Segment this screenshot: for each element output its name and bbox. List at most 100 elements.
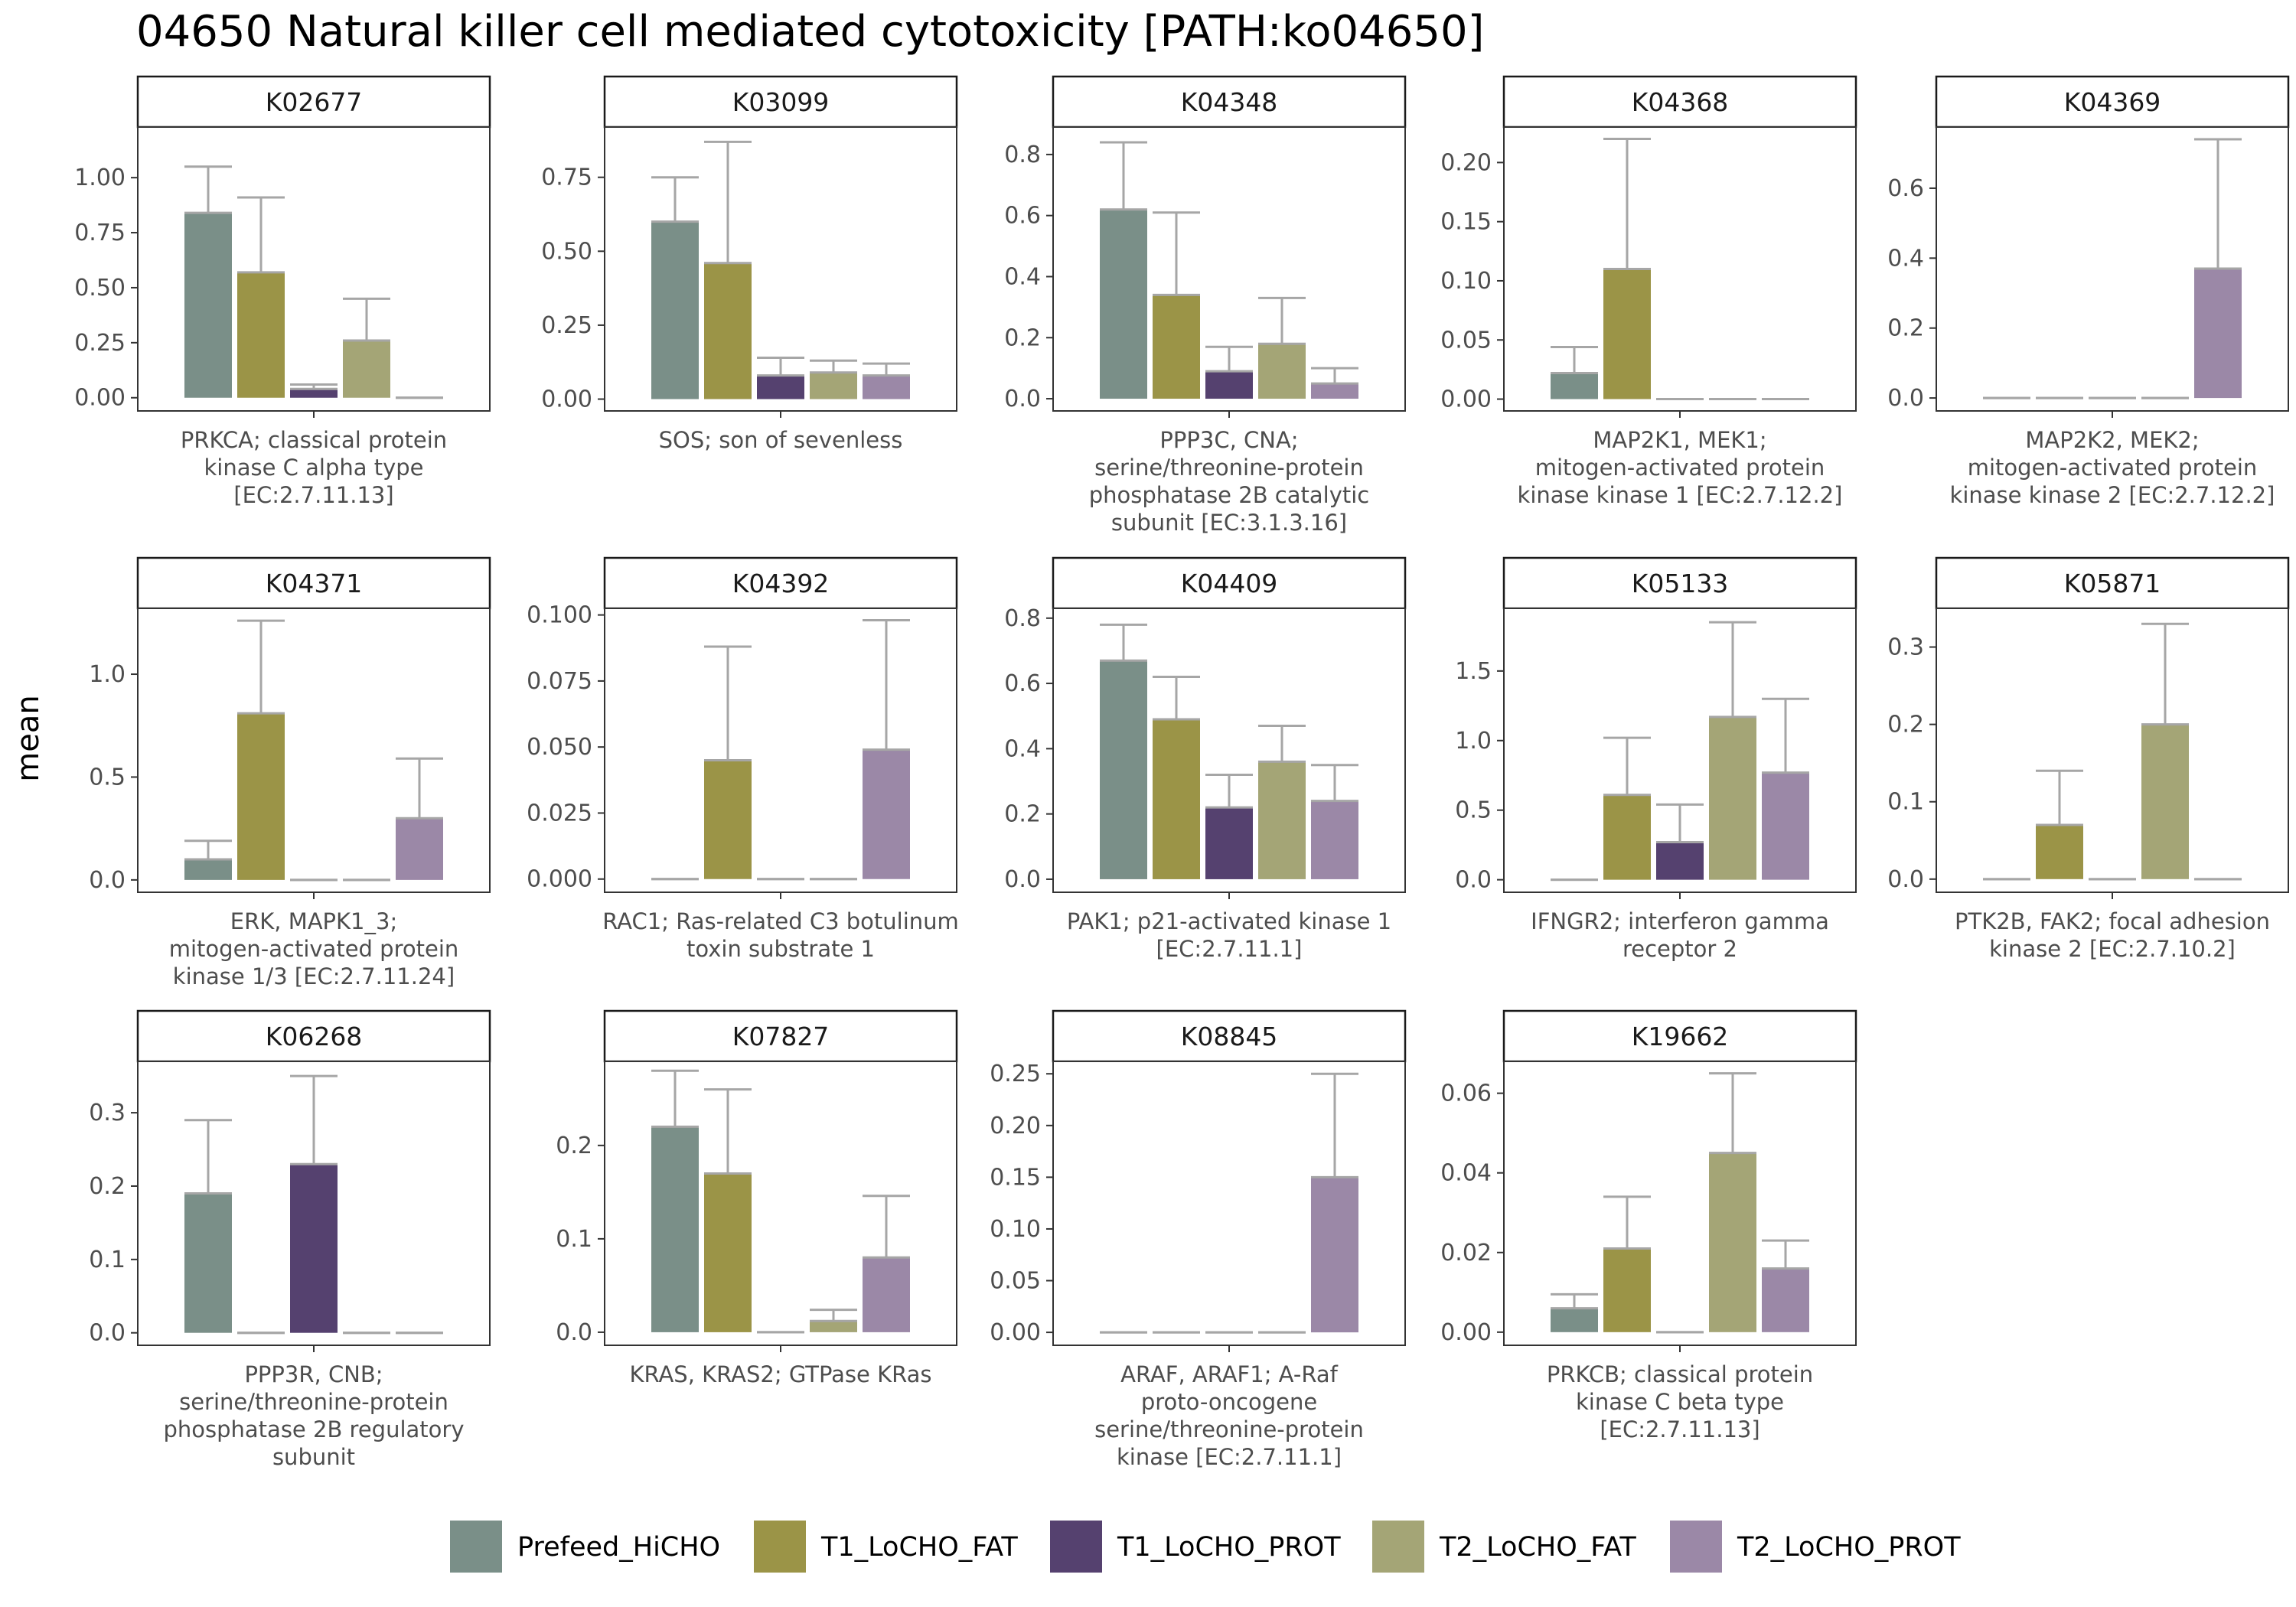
legend-item-T2_LoCHO_PROT: T2_LoCHO_PROT [1670,1521,1961,1573]
bar-T1_LoCHO_FAT [237,272,285,398]
bar-Prefeed_HiCHO [1551,1308,1598,1332]
panel-K04371: K04371 0.0 0.5 1.0 ERK, MAPK1_3;mitogen-acti… [89,556,491,989]
x-category-label: PTK2B, FAK2; focal adhesion [1955,908,2270,934]
panel-K07827: K07827 0.0 0.1 0.2 KRAS, KRAS2; GTPase KRas [556,1009,958,1387]
panel-K03099: K03099 0.00 0.25 0.50 0.75 SOS; son of sevenl… [541,75,958,453]
bar-T2_LoCHO_PROT [2194,269,2242,399]
y-tick-label: 0.6 [1004,670,1041,697]
x-category-label: mitogen-activated protein [169,936,459,962]
strip-box [136,75,491,129]
y-tick-label: 0.025 [527,800,592,826]
x-category-label: IFNGR2; interferon gamma [1531,908,1829,934]
bar-T1_LoCHO_PROT [290,389,338,398]
x-category-label: [EC:2.7.11.1] [1156,936,1303,962]
x-category-label: kinase C beta type [1576,1389,1784,1415]
legend: Prefeed_HiCHO T1_LoCHO_FAT T1_LoCHO_PROT T2… [450,1521,1961,1573]
y-tick-label: 0.8 [1004,605,1041,632]
x-category-label: PPP3R, CNB; [244,1361,383,1387]
y-tick-label: 0.8 [1004,142,1041,168]
strip-box [1502,556,1857,610]
y-tick-label: 0.000 [527,866,592,893]
strip-box [1502,75,1857,129]
y-tick-label: 0.2 [556,1133,592,1159]
bar-Prefeed_HiCHO [184,859,232,880]
bar-T2_LoCHO_PROT [396,818,443,880]
legend-label: T1_LoCHO_PROT [1117,1532,1341,1563]
bar-T2_LoCHO_PROT [1311,800,1358,879]
strip-label: K03099 [732,87,830,117]
y-tick-label: 0.25 [74,330,126,357]
panel-K05871: K05871 0.0 0.1 0.2 0.3 PTK2B, FAK2; focal adh… [1887,556,2290,962]
x-category-label: PAK1; p21-activated kinase 1 [1067,908,1391,934]
bar-T2_LoCHO_FAT [1258,344,1306,399]
panel-K04392: K04392 0.000 0.025 0.050 0.075 0.100 RAC1; Ras… [527,556,959,962]
y-tick-label: 0.3 [89,1100,126,1126]
plot-panel [1936,608,2289,893]
legend-swatch [450,1521,502,1573]
facet-panels: K02677 0.00 0.25 0.50 0.75 1.00 PRKCA; classic… [74,75,2290,1470]
y-tick-label: 0.0 [1887,866,1924,893]
strip-box [603,556,958,610]
y-tick-label: 0.1 [89,1247,126,1273]
y-tick-label: 0.04 [1440,1160,1492,1187]
bar-Prefeed_HiCHO [1100,209,1147,399]
strip-label: K05133 [1632,569,1729,598]
bar-T2_LoCHO_PROT [863,749,910,879]
y-tick-label: 0.1 [1887,789,1924,816]
y-tick-label: 0.25 [990,1061,1041,1087]
legend-item-Prefeed_HiCHO: Prefeed_HiCHO [450,1521,720,1573]
bar-T2_LoCHO_PROT [863,375,910,399]
strip-label: K19662 [1632,1022,1729,1051]
strip-label: K06268 [266,1022,363,1051]
y-tick-label: 0.00 [1440,386,1492,413]
legend-label: T2_LoCHO_FAT [1439,1532,1636,1563]
panel-K04409: K04409 0.0 0.2 0.4 0.6 0.8 PAK1; p21-activated… [1004,556,1407,962]
x-category-label: [EC:2.7.11.13] [1600,1416,1760,1442]
strip-label: K04392 [732,569,830,598]
y-tick-label: 0.15 [1440,209,1492,236]
x-category-label: kinase kinase 1 [EC:2.7.12.2] [1518,482,1843,508]
bar-Prefeed_HiCHO [184,1193,232,1333]
x-category-label: KRAS, KRAS2; GTPase KRas [629,1361,931,1387]
y-tick-label: 0.10 [1440,268,1492,295]
bar-T1_LoCHO_FAT [1153,719,1200,879]
legend-item-T1_LoCHO_FAT: T1_LoCHO_FAT [754,1521,1018,1573]
y-tick-label: 0.075 [527,668,592,695]
y-tick-label: 0.5 [89,764,126,790]
bar-T1_LoCHO_PROT [1205,807,1253,879]
y-tick-label: 0.00 [74,385,126,412]
x-category-label: mitogen-activated protein [1968,455,2258,481]
x-category-label: proto-oncogene [1141,1389,1317,1415]
strip-label: K08845 [1181,1022,1278,1051]
legend-swatch [1372,1521,1424,1573]
y-tick-label: 0.00 [1440,1319,1492,1346]
bar-T1_LoCHO_PROT [290,1164,338,1333]
strip-box [1052,556,1407,610]
legend-swatch [1050,1521,1102,1573]
x-category-label: receptor 2 [1623,936,1737,962]
x-category-label: PRKCA; classical protein [181,427,447,453]
x-category-label: PRKCB; classical protein [1547,1361,1813,1387]
bar-T1_LoCHO_PROT [1656,842,1704,880]
bar-T2_LoCHO_PROT [1311,1177,1358,1333]
bar-T2_LoCHO_PROT [1311,383,1358,399]
bar-Prefeed_HiCHO [651,221,699,399]
strip-label: K02677 [266,87,363,117]
y-axis-label: mean [11,695,46,781]
strip-label: K05871 [2064,569,2161,598]
y-tick-label: 0.4 [1887,245,1924,272]
x-category-label: kinase C alpha type [204,455,423,481]
legend-label: T2_LoCHO_PROT [1737,1532,1961,1563]
strip-box [603,1009,958,1063]
x-category-label: serine/threonine-protein [1094,455,1364,481]
legend-label: Prefeed_HiCHO [517,1532,720,1563]
y-tick-label: 0.5 [1455,797,1492,824]
y-tick-label: 0.0 [556,1319,592,1346]
strip-label: K04368 [1632,87,1729,117]
strip-box [1052,75,1407,129]
y-tick-label: 0.3 [1887,634,1924,661]
legend-swatch [1670,1521,1722,1573]
y-tick-label: 0.0 [1004,866,1041,893]
bar-Prefeed_HiCHO [184,213,232,398]
legend-label: T1_LoCHO_FAT [820,1532,1018,1563]
